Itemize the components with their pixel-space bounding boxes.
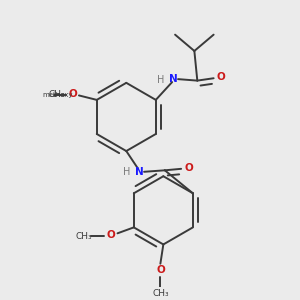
Text: H: H: [123, 167, 130, 177]
Text: O: O: [217, 72, 225, 82]
Text: CH₃: CH₃: [75, 232, 92, 241]
Text: N: N: [135, 167, 144, 177]
Text: O: O: [68, 89, 77, 99]
Text: N: N: [169, 74, 178, 83]
Text: CH₃: CH₃: [48, 90, 65, 99]
Text: O: O: [184, 163, 193, 173]
Text: O: O: [106, 230, 116, 240]
Text: CH₃: CH₃: [152, 290, 169, 298]
Text: H: H: [157, 75, 164, 85]
Text: methoxy: methoxy: [42, 92, 73, 98]
Text: O: O: [156, 265, 165, 275]
